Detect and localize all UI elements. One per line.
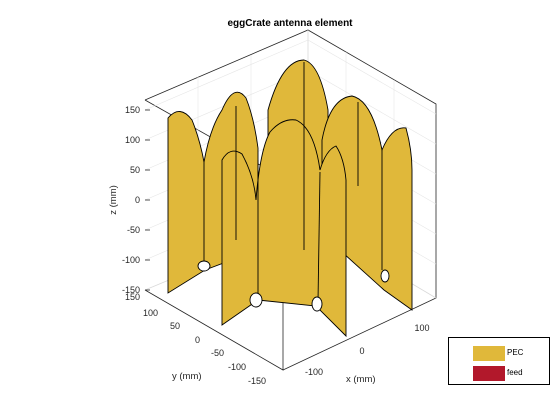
y-tick-label: 100	[143, 308, 158, 318]
feed-swatch	[473, 366, 505, 381]
legend: PEC feed	[448, 337, 550, 385]
z-tick-label: 100	[125, 135, 140, 145]
z-tick-label: 50	[130, 165, 140, 175]
feed-hole	[311, 296, 323, 312]
z-tick-label: 0	[135, 195, 140, 205]
x-tick-label: -100	[305, 367, 323, 377]
y-axis-label: y (mm)	[172, 371, 202, 382]
y-tick-label: 150	[125, 292, 140, 302]
y-tick-label: 0	[195, 335, 200, 345]
legend-label: feed	[507, 368, 523, 377]
y-tick-label: -100	[228, 362, 246, 372]
feed-holes	[197, 260, 390, 312]
x-axis: -100 0 100 x (mm)	[305, 323, 430, 385]
y-axis: 150 100 50 0 -50 -100 -150 y (mm)	[125, 292, 266, 386]
legend-label: PEC	[507, 348, 524, 357]
legend-item-pec: PEC	[449, 346, 549, 364]
feed-hole	[380, 269, 390, 283]
feed-hole	[197, 260, 211, 272]
y-tick-label: 50	[170, 321, 180, 331]
antenna-geometry	[167, 59, 413, 338]
z-axis: 150 100 50 0 -50 -100 -150 z (mm)	[108, 105, 150, 295]
legend-item-feed: feed	[449, 366, 549, 384]
feed-hole	[249, 292, 263, 308]
pec-swatch	[473, 346, 505, 361]
x-axis-label: x (mm)	[346, 374, 376, 385]
x-tick-label: 0	[359, 346, 364, 356]
z-tick-label: 150	[125, 105, 140, 115]
z-axis-label: z (mm)	[108, 185, 119, 215]
x-tick-label: 100	[414, 323, 429, 333]
z-tick-label: -100	[122, 255, 140, 265]
y-tick-label: -50	[211, 348, 224, 358]
figure-title: eggCrate antenna element	[227, 18, 353, 29]
pec-plate-back-right	[321, 95, 413, 311]
pec-plate-front	[221, 119, 347, 338]
z-tick-label: -150	[122, 285, 140, 295]
z-tick-label: -50	[127, 225, 140, 235]
y-tick-label: -150	[248, 376, 266, 386]
